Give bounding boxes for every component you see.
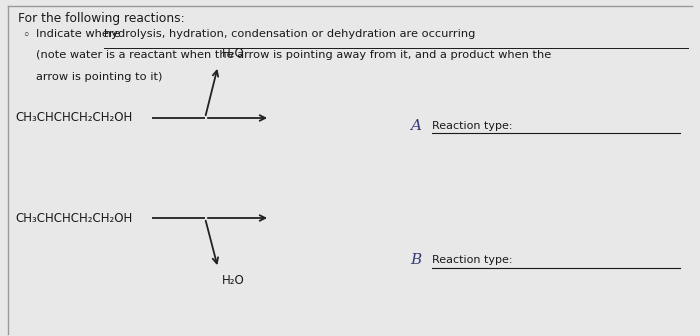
Text: Reaction type:: Reaction type: [432, 121, 512, 131]
Text: H₂O: H₂O [222, 47, 245, 60]
Text: H₂O: H₂O [222, 274, 245, 287]
Text: CH₃CHCHCH₂CH₂OH: CH₃CHCHCH₂CH₂OH [15, 112, 132, 125]
Text: arrow is pointing to it): arrow is pointing to it) [36, 72, 162, 82]
Text: For the following reactions:: For the following reactions: [18, 12, 185, 25]
Text: hydrolysis, hydration, condensation or dehydration are occurring: hydrolysis, hydration, condensation or d… [104, 29, 475, 39]
Text: ◦: ◦ [22, 29, 29, 42]
Text: Indicate where: Indicate where [36, 29, 124, 39]
Text: B: B [410, 253, 421, 267]
Text: (note water is a reactant when the arrow is pointing away from it, and a product: (note water is a reactant when the arrow… [36, 50, 552, 60]
Text: A: A [410, 119, 421, 133]
Text: Reaction type:: Reaction type: [432, 255, 512, 265]
Text: CH₃CHCHCH₂CH₂OH: CH₃CHCHCH₂CH₂OH [15, 211, 132, 224]
